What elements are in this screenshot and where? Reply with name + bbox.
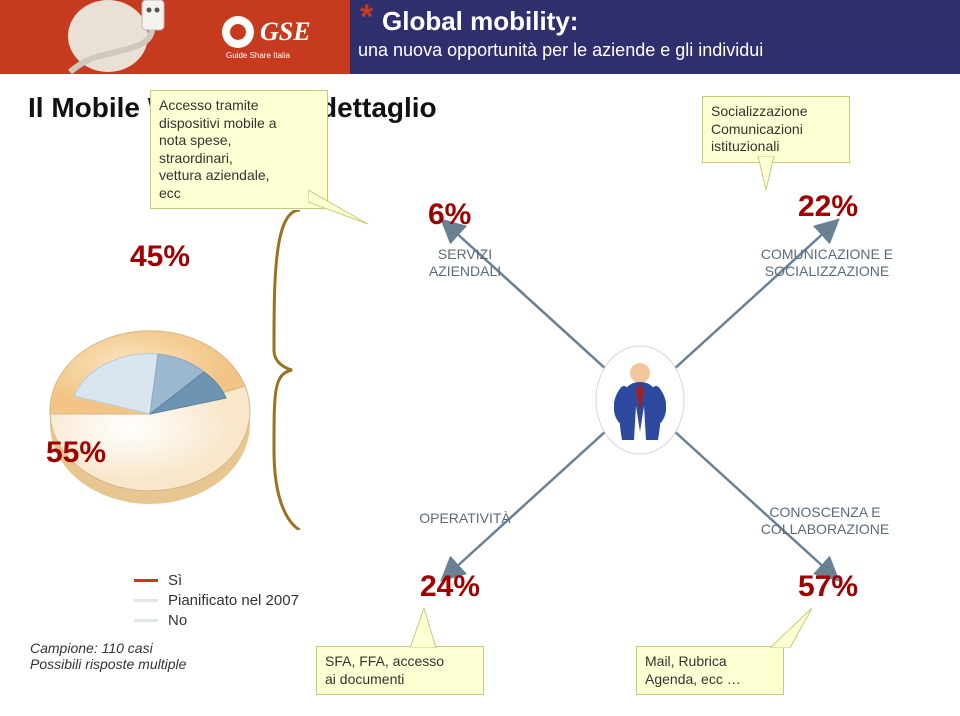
percent-top-left: 6% <box>428 198 471 232</box>
legend-swatch <box>134 619 158 622</box>
svg-text:Guide Share Italia: Guide Share Italia <box>226 51 291 60</box>
callout-bottom-right-tail <box>770 608 820 648</box>
callout-line: Comunicazioni <box>711 121 841 139</box>
axis-label-line: SOCIALIZZAZIONE <box>765 263 889 279</box>
axis-label-line: COMUNICAZIONE E <box>761 246 893 262</box>
axis-label-tr: COMUNICAZIONE E SOCIALIZZAZIONE <box>742 246 912 280</box>
axis-label-line: OPERATIVITÀ <box>419 510 511 526</box>
legend-item: Sì <box>134 570 299 590</box>
slide-title-right: dettaglio <box>320 92 437 124</box>
sample-line: Possibili risposte multiple <box>30 656 186 672</box>
legend-label: No <box>168 612 187 629</box>
percent-bottom-right: 57% <box>798 570 858 604</box>
callout-line: SFA, FFA, accesso <box>325 653 475 671</box>
header-asterisk: * <box>360 0 373 37</box>
pie-chart <box>40 300 260 520</box>
legend-label: Sì <box>168 572 182 589</box>
callout-line: nota spese, <box>159 132 319 150</box>
legend: Sì Pianificato nel 2007 No <box>134 570 299 630</box>
plug-icon <box>60 0 180 74</box>
sample-note: Campione: 110 casi Possibili risposte mu… <box>30 640 186 672</box>
callout-line: straordinari, <box>159 150 319 168</box>
axis-label-line: AZIENDALI <box>429 263 501 279</box>
callout-line: Mail, Rubrica <box>645 653 775 671</box>
callout-line: Socializzazione <box>711 103 841 121</box>
axis-label-bl: OPERATIVITÀ <box>400 510 530 527</box>
svg-text:GSE: GSE <box>260 17 311 46</box>
axis-label-br: CONOSCENZA E COLLABORAZIONE <box>740 504 910 538</box>
callout-bottom-right: Mail, Rubrica Agenda, ecc … <box>636 646 784 695</box>
axis-label-line: SERVIZI <box>438 246 492 262</box>
percent-top-right: 22% <box>798 190 858 224</box>
callout-line: ai documenti <box>325 671 475 689</box>
axis-label-line: COLLABORAZIONE <box>761 521 889 537</box>
legend-item: No <box>134 610 299 630</box>
legend-item: Pianificato nel 2007 <box>134 590 299 610</box>
person-icon <box>614 360 666 442</box>
slide-header: GSE Guide Share Italia * Global mobility… <box>0 0 960 74</box>
axis-label-tl: SERVIZI AZIENDALI <box>410 246 520 280</box>
pie-label-yes: 45% <box>130 240 190 274</box>
axis-label-line: CONOSCENZA E <box>769 504 880 520</box>
callout-line: Accesso tramite <box>159 97 319 115</box>
callout-line: dispositivi mobile a <box>159 115 319 133</box>
callout-line: Agenda, ecc … <box>645 671 775 689</box>
header-subtitle: una nuova opportunità per le aziende e g… <box>358 40 763 61</box>
header-title: Global mobility: <box>382 6 578 37</box>
callout-line: vettura aziendale, <box>159 167 319 185</box>
pie-label-no: 55% <box>46 436 106 470</box>
callout-bottom-left: SFA, FFA, accesso ai documenti <box>316 646 484 695</box>
callout-bottom-left-tail <box>410 608 444 648</box>
legend-label: Pianificato nel 2007 <box>168 592 299 609</box>
callout-top-left: Accesso tramite dispositivi mobile a not… <box>150 90 328 209</box>
percent-bottom-left: 24% <box>420 570 480 604</box>
gse-logo: GSE Guide Share Italia <box>220 8 330 64</box>
legend-swatch <box>134 579 158 582</box>
brace-icon <box>268 210 318 530</box>
legend-swatch <box>134 599 158 602</box>
callout-line: ecc <box>159 185 319 203</box>
sample-line: Campione: 110 casi <box>30 640 153 656</box>
